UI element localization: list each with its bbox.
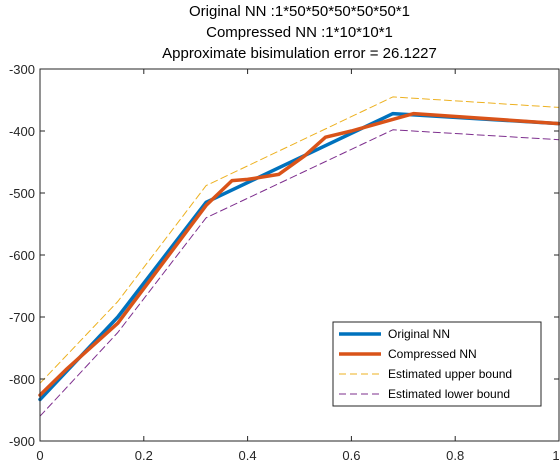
series-line-4 [39,129,560,417]
x-tick-label: 0.2 [135,448,153,463]
title-line: Compressed NN :1*10*10*1 [206,24,393,41]
x-tick-label: 0 [36,448,43,463]
legend-label: Compressed NN [388,347,477,361]
y-tick-label: -400 [9,124,35,139]
x-tick-label: 0.6 [342,448,360,463]
y-tick-label: -500 [9,186,35,201]
title-line: Approximate bisimulation error = 26.1227 [162,45,437,62]
y-tick-label: -300 [9,62,35,77]
series-line-3 [39,96,560,384]
x-tick-label: 0.8 [446,448,464,463]
y-tick-label: -800 [9,372,35,387]
series-layer [38,96,560,417]
y-tick-label: -600 [9,248,35,263]
y-tick-label: -700 [9,310,35,325]
legend-box [332,321,542,407]
legend: Original NN Compressed NN Estimated upper … [332,321,542,407]
legend-label: Original NN [388,327,450,341]
series-line-2 [38,111,560,397]
y-tick-label: -900 [9,434,35,449]
title-line: Original NN :1*50*50*50*50*50*1 [189,3,410,20]
x-tick-label: 0.4 [239,448,257,463]
legend-label: Estimated upper bound [388,367,512,381]
x-tick-label: 1 [552,448,559,463]
legend-label: Estimated lower bound [388,387,510,401]
axis-ticks: 0 0.2 0.4 0.6 0.8 1 -900 -800 -700 -600 -500 -400 -3… [9,62,560,463]
chart-title: Original NN :1*50*50*50*50*50*1 Compresse… [162,3,437,62]
